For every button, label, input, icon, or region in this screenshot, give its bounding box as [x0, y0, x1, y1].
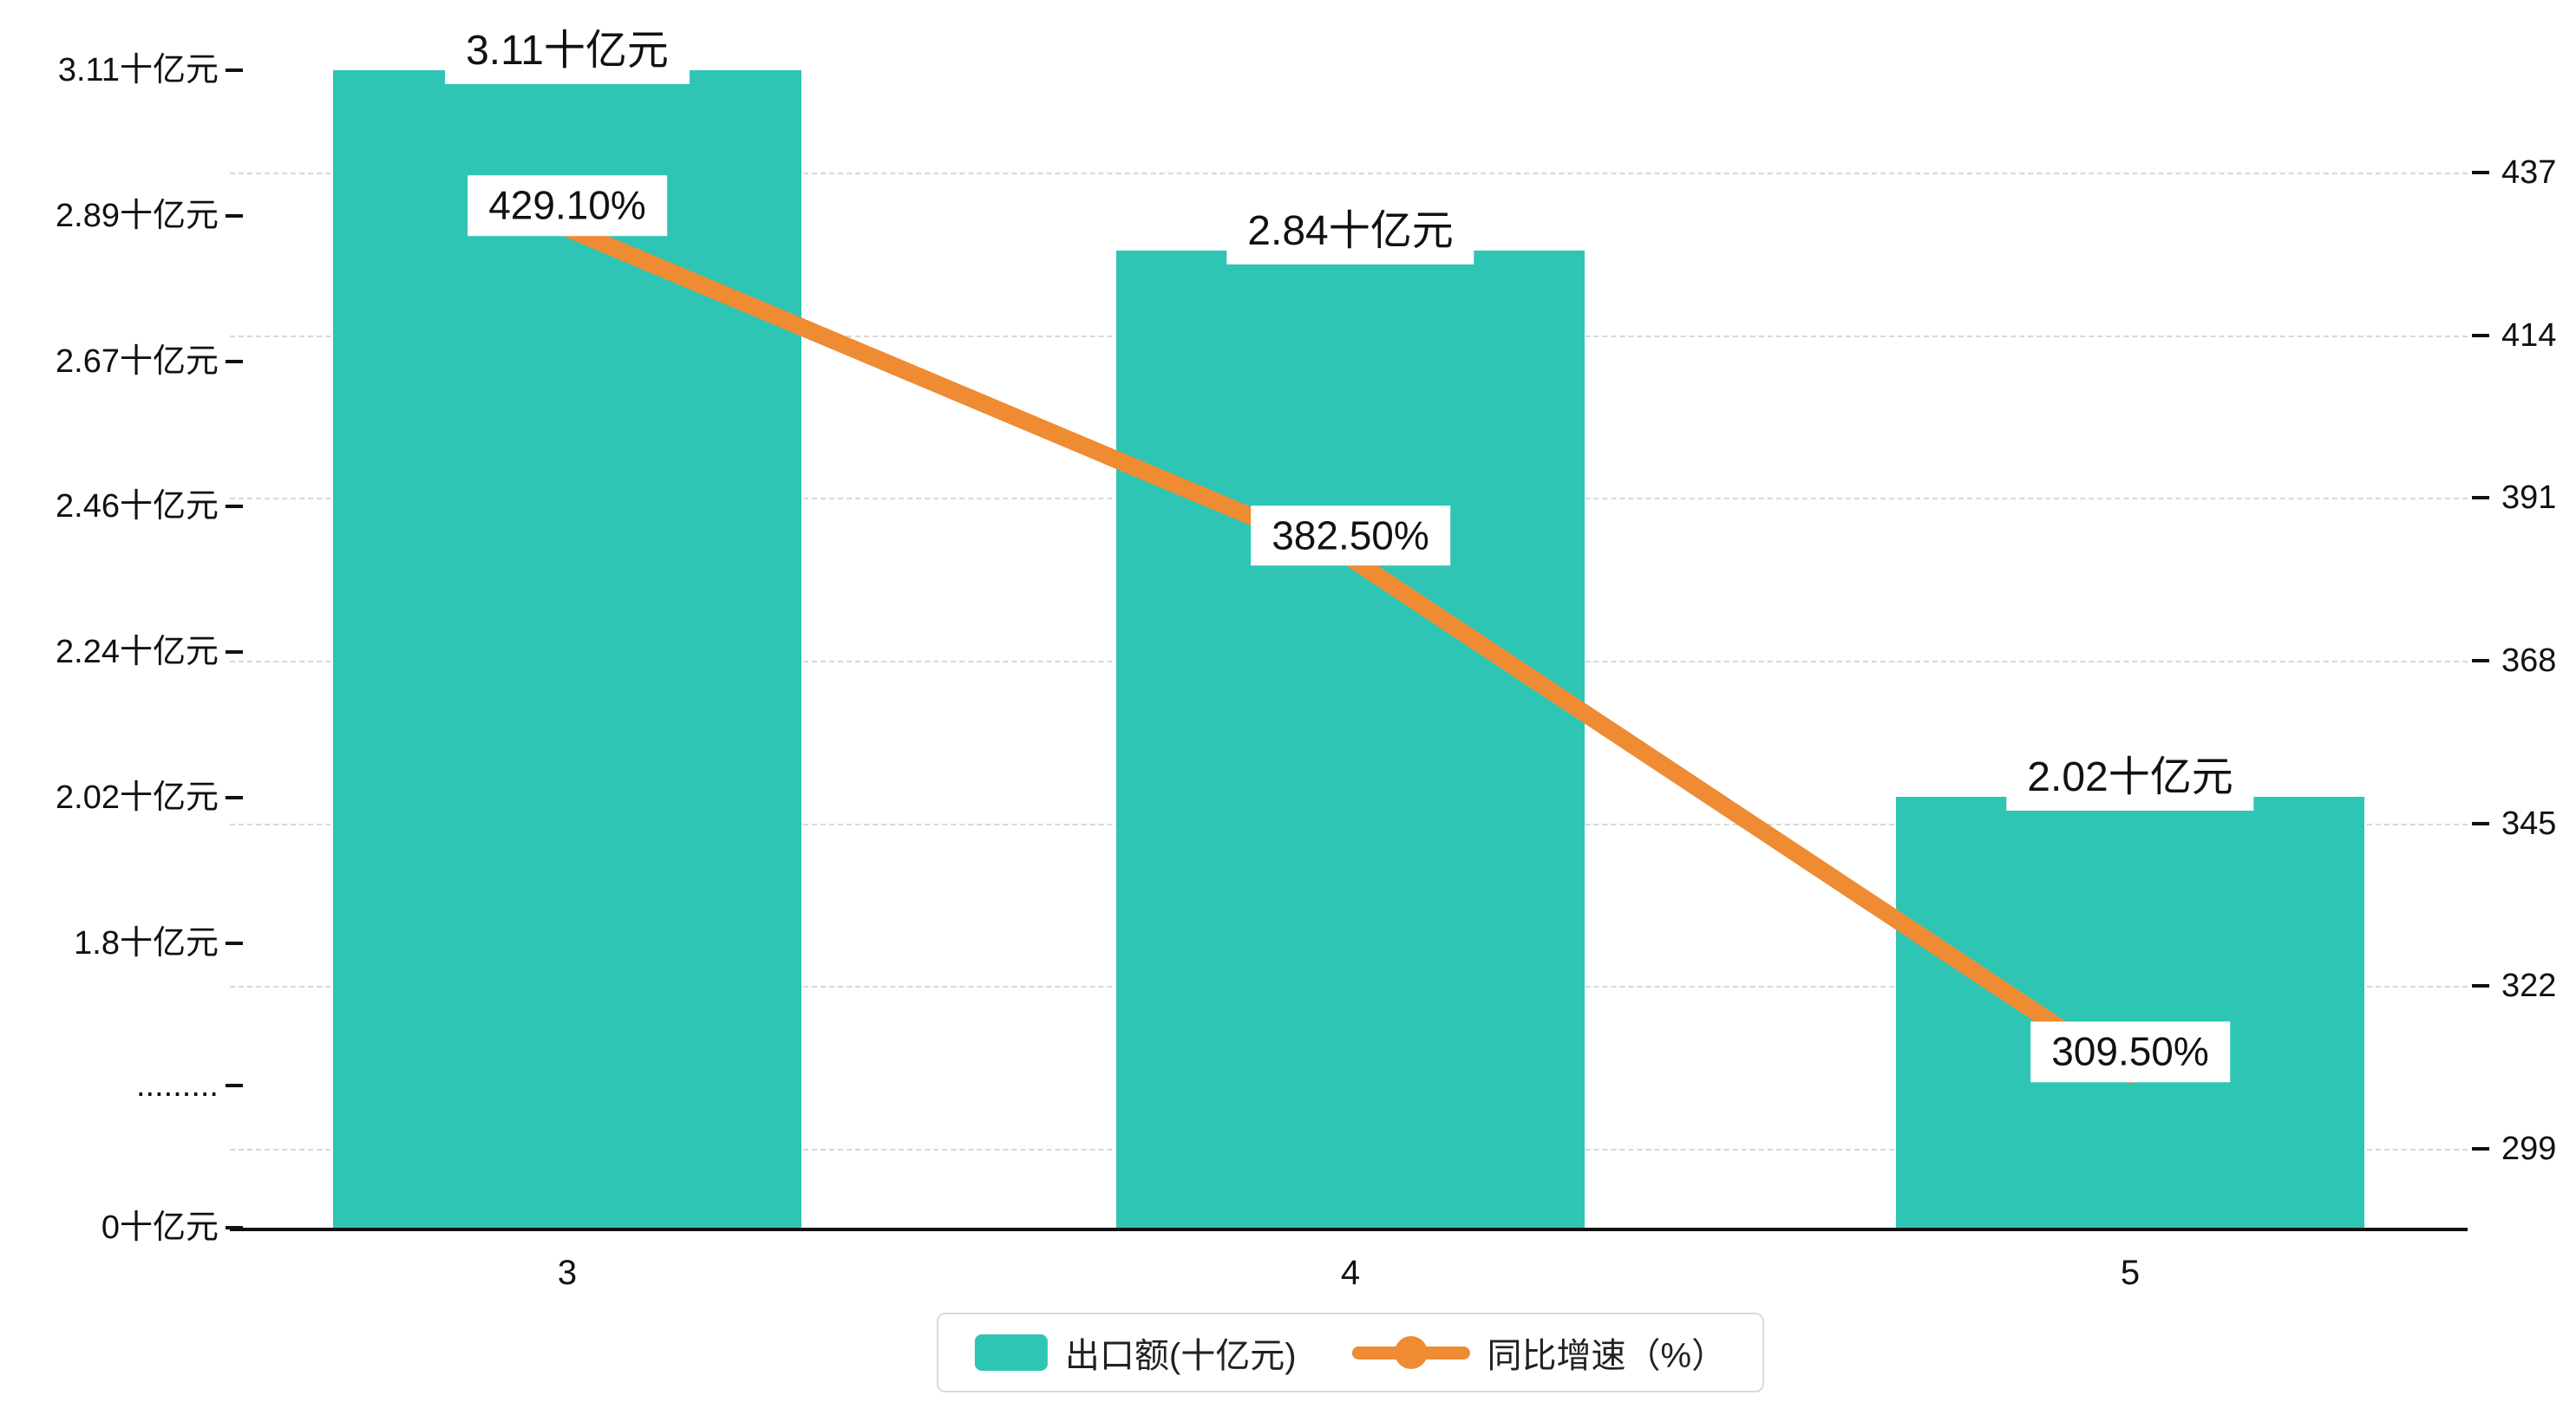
- y-axis-tick-left: [226, 796, 243, 799]
- x-axis-label: 4: [1340, 1254, 1361, 1292]
- bar: [333, 70, 801, 1228]
- bar-value-label: 2.84十亿元: [1226, 198, 1474, 264]
- y-axis-tick-right: [2472, 659, 2489, 662]
- legend-item-exports: 出口额(十亿元): [974, 1327, 1297, 1378]
- y-axis-tick-left: [226, 214, 243, 218]
- legend-dot-icon: [1394, 1336, 1428, 1369]
- y-axis-tick-right: [2472, 821, 2489, 825]
- y-axis-tick-right: [2472, 1147, 2489, 1151]
- y-axis-tick-right: [2472, 171, 2489, 174]
- legend-label-exports: 出口额(十亿元): [1064, 1337, 1297, 1375]
- y-axis-tick-label-left: 2.67十亿元: [56, 343, 219, 380]
- legend-bar-marker-icon: [974, 1334, 1048, 1371]
- y-axis-tick-left: [226, 360, 243, 363]
- y-axis-tick-label-left: 2.89十亿元: [56, 198, 219, 234]
- y-axis-tick-right: [2472, 496, 2489, 500]
- y-axis-tick-label-right: 368: [2501, 642, 2557, 679]
- y-axis-tick-label-left: 2.24十亿元: [56, 634, 219, 670]
- y-axis-tick-label-right: 437: [2501, 154, 2557, 191]
- legend-label-growth: 同比增速（%）: [1487, 1337, 1727, 1375]
- legend: 出口额(十亿元) 同比增速（%）: [936, 1313, 1765, 1392]
- y-axis-tick-left: [226, 1084, 243, 1087]
- y-axis-tick-left: [226, 650, 243, 654]
- y-axis-tick-label-left: 2.02十亿元: [56, 779, 219, 816]
- y-axis-tick-label-right: 299: [2501, 1131, 2557, 1167]
- line-value-label: 382.50%: [1251, 505, 1450, 566]
- bar: [1896, 796, 2364, 1228]
- y-axis-tick-right: [2472, 333, 2489, 337]
- line-value-label: 309.50%: [2030, 1021, 2230, 1083]
- legend-item-growth: 同比增速（%）: [1351, 1327, 1727, 1378]
- y-axis-tick-label-right: 414: [2501, 316, 2557, 354]
- y-axis-tick-label-right: 322: [2501, 968, 2557, 1005]
- y-axis-tick-right: [2472, 984, 2489, 988]
- y-axis-tick-label-left: 0十亿元: [101, 1210, 219, 1246]
- y-axis-tick-label-left: 1.8十亿元: [74, 925, 219, 962]
- y-axis-tick-label-left: .........: [135, 1067, 219, 1104]
- legend-line-marker-icon: [1351, 1336, 1470, 1369]
- bar: [1116, 250, 1585, 1228]
- gridline: [230, 173, 2468, 174]
- x-axis-label: 3: [557, 1254, 578, 1292]
- y-axis-tick-label-left: 3.11十亿元: [57, 52, 219, 88]
- y-axis-tick-left: [226, 942, 243, 945]
- growth-line: [559, 219, 2139, 1084]
- x-axis-label: 5: [2120, 1254, 2141, 1292]
- y-axis-tick-label-right: 345: [2501, 805, 2557, 842]
- line-value-label: 429.10%: [467, 175, 667, 237]
- x-axis-line: [230, 1228, 2468, 1231]
- y-axis-tick-left: [226, 505, 243, 508]
- y-axis-tick-label-left: 2.46十亿元: [56, 488, 219, 525]
- bar-value-label: 2.02十亿元: [2006, 744, 2254, 811]
- bar-value-label: 3.11十亿元: [445, 18, 690, 84]
- y-axis-tick-label-right: 391: [2501, 479, 2557, 517]
- y-axis-tick-left: [226, 1226, 243, 1229]
- y-axis-tick-left: [226, 68, 243, 72]
